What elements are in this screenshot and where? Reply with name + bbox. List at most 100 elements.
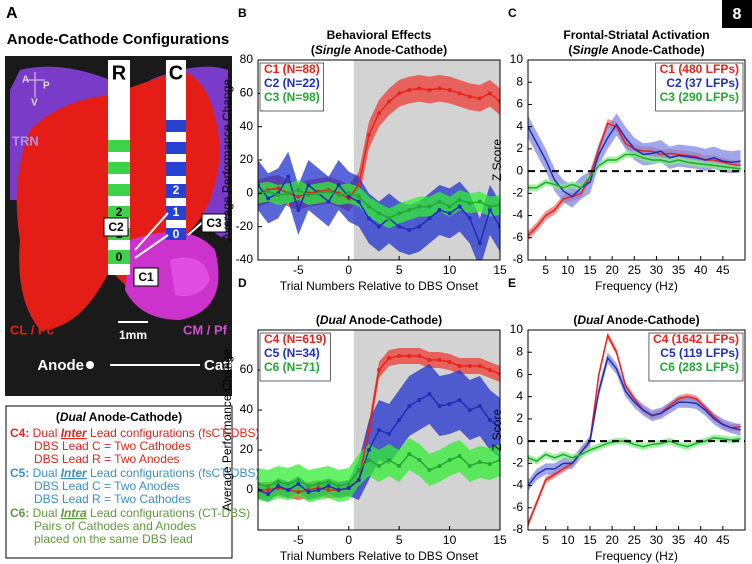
y-tick-label: -2 [512,456,523,470]
plot-frame [527,329,746,531]
series-marker [306,490,311,494]
legend-id: C4: [10,426,29,440]
x-tick-label: 35 [672,263,686,277]
contact-label: 0 [116,250,123,264]
series-marker [356,199,361,204]
series-marker [336,488,341,492]
legend-heading-em: Dual [60,410,87,424]
x-tick-label: 15 [493,533,507,547]
series-marker [296,188,301,192]
legend-id: C5: [10,466,29,480]
y-tick-label: 80 [240,52,254,66]
series-marker [407,88,412,92]
y-tick-label: 2 [516,141,523,155]
legend-box [259,332,331,382]
y-tick-label: -6 [512,230,523,244]
series-marker [377,211,381,216]
legend-box [259,62,324,112]
plot-frame [527,59,746,261]
panel-title: Anode-Cathode Configurations [7,31,229,48]
x-tick-label: 10 [443,533,457,547]
series-marker [276,484,281,488]
series-marker [336,193,341,197]
legend-box [648,332,744,382]
legend-line: placed on the same DBS lead [34,532,193,546]
x-tick-label: -5 [293,533,304,547]
series-marker [356,194,361,199]
legend-entry: C1 (480 LFPs) [660,62,739,76]
x-axis-label: Frequency (Hz) [595,549,678,563]
series-marker [326,199,331,204]
series-marker [467,364,472,368]
y-tick-label: 6 [516,367,523,381]
series-marker [306,193,311,197]
series-marker [346,486,351,490]
series-marker [467,408,472,412]
legend-part: Lead configurations (fsCT-DBS) [87,466,260,480]
series-marker [366,458,371,462]
chart-subtitle: (Dual Anode-Cathode) [316,313,442,327]
series-marker [316,191,321,196]
panel-label: E [508,276,516,290]
series-marker [467,216,472,221]
x-tick-label: 25 [628,533,642,547]
series-marker [387,216,392,221]
lead-label: R [112,62,127,84]
chart-subtitle-part: Anode-Cathode) [351,43,447,57]
series-marker [306,484,311,488]
legend-entry: C6 (283 LFPs) [660,360,739,374]
chart-subtitle-em: Single [572,43,608,57]
series-marker [356,183,361,187]
series-marker [346,191,351,196]
legend-entry: C2 (37 LFPs) [666,76,739,90]
series-line [528,437,741,462]
series-marker [286,191,291,196]
orientation-label: A [22,75,29,86]
series-marker [397,418,402,422]
series-marker [447,88,452,92]
series-marker [447,204,452,209]
series-marker [407,404,412,408]
legend: C4 (1642 LFPs)C5 (119 LFPs)C6 (283 LFPs) [648,332,744,382]
x-tick-label: 20 [605,263,619,277]
x-tick-label: 5 [542,533,549,547]
x-tick-label: 15 [493,263,507,277]
chart-subtitle-em: Dual [577,313,604,327]
y-tick-label: 4 [516,389,523,403]
y-tick-label: -20 [236,219,254,233]
chart-subtitle-part: Anode-Cathode) [608,43,704,57]
series-marker [276,480,281,484]
legend-line: DBS Lead R = Two Cathodes [34,492,191,506]
series-marker [427,204,432,209]
x-tick-label: -5 [293,263,304,277]
chart-title: Behavioral Effects [327,28,432,42]
x-tick-label: 10 [561,263,575,277]
legend-part: Dual [29,426,60,440]
series-marker [286,482,291,486]
series-marker [286,174,291,179]
direction-from: Anode [37,357,84,374]
series-marker [447,402,452,406]
series-marker [366,204,371,209]
legend-entry: C5 (N=34) [264,346,320,360]
config-label: C1 [138,270,154,284]
legend-entry: C6 (N=71) [264,360,320,374]
page-number-box [722,0,752,28]
chart-subtitle: (Dual Anode-Cathode) [573,313,699,327]
series-marker [477,96,482,101]
y-tick-label: -2 [512,186,523,200]
series-marker [387,458,392,462]
series-marker [397,464,402,468]
y-tick-label: -4 [512,208,523,222]
y-tick-label: 4 [516,119,523,133]
x-axis-label: Frequency (Hz) [595,279,678,293]
series-marker [266,484,271,488]
x-tick-label: 10 [443,263,457,277]
orientation-label: P [43,81,50,92]
legend-em: Inter [61,426,88,440]
series-marker [397,224,402,229]
series-marker [487,208,492,212]
series-marker [487,462,492,466]
chart-subtitle: (Single Anode-Cathode) [568,43,704,57]
series-marker [296,208,301,212]
